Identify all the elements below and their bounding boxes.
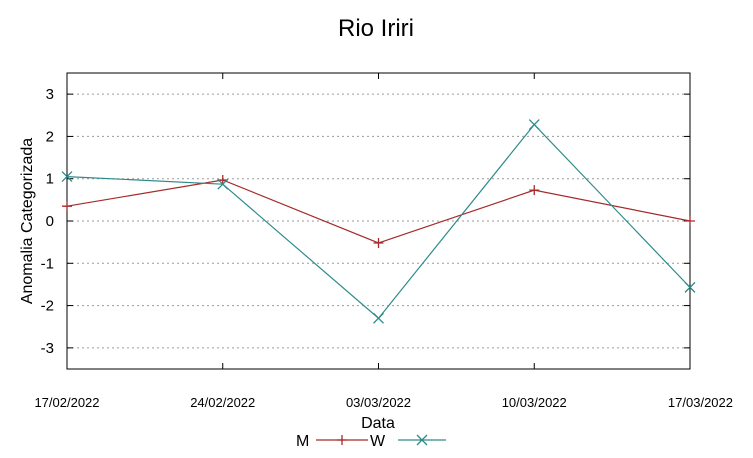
y-axis-label: Anomalia Categorizada xyxy=(19,138,36,304)
y-tick-label: 0 xyxy=(46,213,54,230)
data-point-plus xyxy=(373,237,384,248)
series-M xyxy=(62,174,695,248)
data-point-x xyxy=(416,434,428,446)
data-point-plus xyxy=(337,435,347,445)
x-tick-label: 17/02/2022 xyxy=(34,395,99,410)
data-point-plus xyxy=(685,216,695,226)
chart-title: Rio Iriri xyxy=(338,15,414,42)
x-tick-label: 24/02/2022 xyxy=(190,395,255,410)
y-tick-label: -2 xyxy=(41,298,54,315)
y-tick-label: 3 xyxy=(46,86,54,103)
y-tick-label: -3 xyxy=(41,340,54,357)
y-tick-label: 1 xyxy=(46,171,54,188)
grid-lines xyxy=(67,93,690,349)
data-point-x xyxy=(61,171,73,183)
legend-label: W xyxy=(370,433,386,450)
x-tick-label: 03/03/2022 xyxy=(346,395,411,410)
legend-item-W: W xyxy=(370,433,446,450)
data-point-x xyxy=(217,178,229,190)
series-layer xyxy=(61,119,696,324)
y-tick-label: -1 xyxy=(41,255,54,272)
x-axis-ticks: 17/02/2022 24/02/2022 03/03/2022 10/03/2022… xyxy=(34,73,733,410)
data-point-x xyxy=(373,312,384,324)
data-point-plus xyxy=(529,185,540,196)
x-tick-label: 10/03/2022 xyxy=(502,395,567,410)
y-tick-label: 2 xyxy=(46,128,54,145)
legend-item-M: M xyxy=(296,433,368,450)
series-W xyxy=(61,119,696,324)
x-axis-label: Data xyxy=(361,415,395,432)
data-point-x xyxy=(528,119,540,131)
legend-label: M xyxy=(296,433,309,450)
data-point-plus xyxy=(62,201,72,212)
data-point-x xyxy=(684,281,696,293)
x-tick-label: 17/03/2022 xyxy=(668,395,733,410)
